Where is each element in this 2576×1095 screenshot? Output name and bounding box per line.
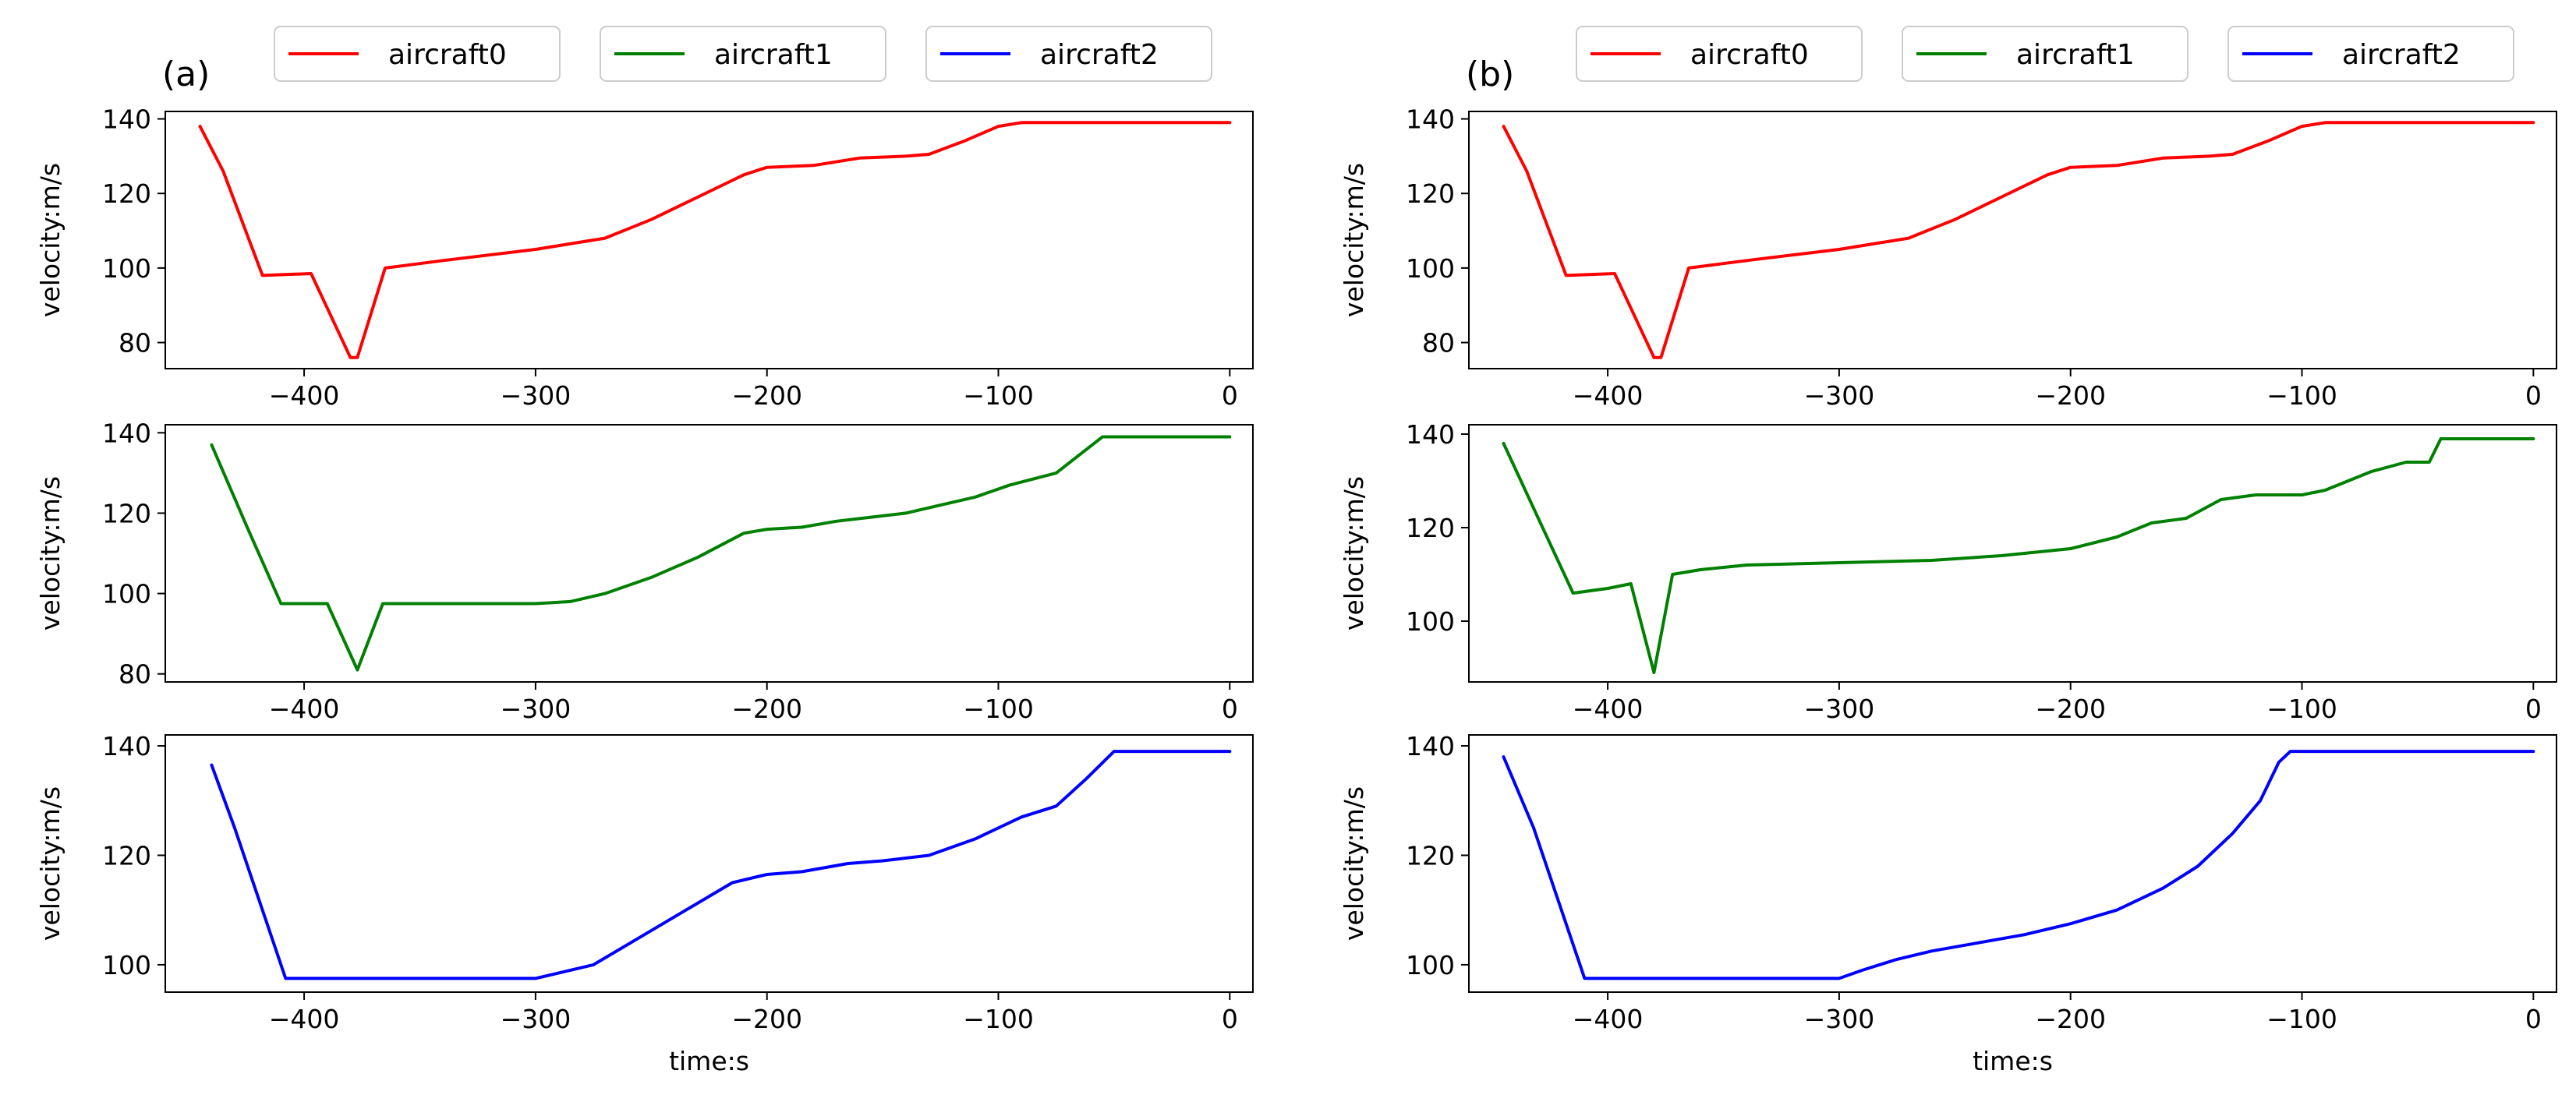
- y-tick-label: 140: [1406, 104, 1455, 135]
- legend-a-label-0: aircraft0: [388, 39, 507, 71]
- legend-b-label-0: aircraft0: [1690, 39, 1809, 71]
- legend-a-label-1: aircraft1: [714, 39, 833, 71]
- y-tick-label: 120: [1406, 840, 1455, 871]
- series-line-aircraft2: [210, 750, 1232, 980]
- x-tick-label: −300: [1804, 380, 1875, 411]
- legend-b: aircraft0 aircraft1 aircraft2: [1576, 26, 2514, 82]
- series-line-aircraft1: [1502, 437, 2535, 674]
- subplot-2: −400 −300 −200 −100 0 80 100 120 140 velocity:m/s: [35, 418, 1254, 724]
- x-tick-label: −400: [1573, 380, 1644, 411]
- axes-frame: [165, 111, 1254, 369]
- axes-frame: [165, 424, 1254, 683]
- axes-frame: [1468, 424, 2557, 683]
- x-tick-label: 0: [1222, 694, 1238, 724]
- y-tick-label: 80: [1422, 328, 1455, 359]
- legend-b-label-2: aircraft2: [2342, 39, 2461, 71]
- x-tick-label: −200: [731, 694, 802, 724]
- x-tick-label: −300: [1804, 694, 1875, 724]
- y-tick-label: 140: [1406, 731, 1455, 761]
- series-line-aircraft1: [210, 435, 1232, 672]
- subplots: −400 −300 −200 −100 0 80 100 120 140 velocity:m/s…: [35, 104, 2557, 1076]
- x-tick-label: −400: [1573, 1004, 1644, 1034]
- x-tick-label: −300: [1804, 1004, 1875, 1034]
- y-tick-label: 120: [1406, 178, 1455, 209]
- x-tick-label: 0: [1222, 380, 1238, 411]
- x-tick-label: −100: [963, 1004, 1034, 1034]
- y-axis-label: velocity:m/s: [1339, 786, 1369, 941]
- x-tick-label: 0: [1222, 1004, 1238, 1034]
- y-axis-label: velocity:m/s: [35, 786, 65, 941]
- x-tick-label: 0: [2525, 380, 2542, 411]
- x-tick-label: −300: [501, 694, 571, 724]
- y-tick-label: 120: [102, 840, 151, 871]
- y-axis-label: velocity:m/s: [1339, 476, 1369, 631]
- y-tick-label: 80: [119, 659, 151, 690]
- x-tick-label: −200: [731, 380, 802, 411]
- legend-a-box-1: [600, 26, 886, 82]
- subplot-4: −400 −300 −200 −100 0 80 100 120 140 velocity:m/s: [1339, 104, 2557, 411]
- x-tick-label: −100: [2266, 694, 2337, 724]
- y-tick-label: 100: [1406, 253, 1455, 284]
- x-tick-label: −100: [963, 694, 1034, 724]
- legend-a-label-2: aircraft2: [1040, 39, 1159, 71]
- x-tick-label: −200: [2035, 1004, 2106, 1034]
- x-tick-label: 0: [2525, 694, 2542, 724]
- y-axis-label: velocity:m/s: [1339, 163, 1369, 317]
- series-line-aircraft0: [1502, 121, 2535, 359]
- y-tick-label: 140: [102, 104, 151, 135]
- x-tick-label: −100: [2266, 1004, 2337, 1034]
- x-tick-label: −400: [1573, 694, 1644, 724]
- series-line-aircraft2: [1502, 750, 2535, 980]
- x-tick-label: −100: [2266, 380, 2337, 411]
- y-tick-label: 140: [1406, 419, 1455, 450]
- x-tick-label: −400: [269, 694, 340, 724]
- legend-a: aircraft0 aircraft1 aircraft2: [274, 26, 1212, 82]
- legend-a-box-2: [925, 26, 1212, 82]
- legend-b-box-0: [1576, 26, 1863, 82]
- y-tick-label: 140: [102, 418, 151, 448]
- x-tick-label: −200: [2035, 694, 2106, 724]
- axes-frame: [1468, 111, 2557, 369]
- subplot-1: −400 −300 −200 −100 0 80 100 120 140 velocity:m/s: [35, 104, 1254, 411]
- subplot-3: −400 −300 −200 −100 0 100 120 140 velocity:m/s ti…: [35, 731, 1254, 1076]
- legend-b-label-1: aircraft1: [2016, 39, 2135, 71]
- y-tick-label: 120: [1406, 513, 1455, 543]
- axes-frame: [1468, 734, 2557, 993]
- y-tick-label: 100: [102, 579, 151, 609]
- subplot-5: −400 −300 −200 −100 0 100 120 140 velocity:m/s: [1339, 419, 2557, 724]
- subplot-6: −400 −300 −200 −100 0 100 120 140 velocity:m/s ti…: [1339, 731, 2557, 1076]
- x-tick-label: 0: [2525, 1004, 2542, 1034]
- x-axis-label: time:s: [1973, 1046, 2053, 1076]
- y-tick-label: 100: [1406, 606, 1455, 637]
- y-tick-label: 140: [102, 731, 151, 761]
- x-tick-label: −400: [269, 1004, 340, 1034]
- x-axis-label: time:s: [669, 1046, 749, 1076]
- x-tick-label: −300: [501, 1004, 571, 1034]
- axes-frame: [165, 734, 1254, 993]
- y-tick-label: 100: [102, 253, 151, 284]
- y-tick-label: 120: [102, 498, 151, 528]
- y-tick-label: 100: [1406, 950, 1455, 980]
- y-tick-label: 100: [102, 950, 151, 980]
- y-axis-label: velocity:m/s: [35, 476, 65, 631]
- panel-label-a: (a): [162, 55, 210, 94]
- x-tick-label: −200: [2035, 380, 2106, 411]
- x-tick-label: −400: [269, 380, 340, 411]
- x-tick-label: −100: [963, 380, 1034, 411]
- x-tick-label: −300: [501, 380, 571, 411]
- x-tick-label: −200: [731, 1004, 802, 1034]
- panel-label-b: (b): [1466, 55, 1514, 94]
- legend-a-box-0: [274, 26, 561, 82]
- y-axis-label: velocity:m/s: [35, 163, 65, 317]
- legend-b-box-2: [2227, 26, 2514, 82]
- y-tick-label: 120: [102, 178, 151, 209]
- y-tick-label: 80: [119, 328, 151, 359]
- series-line-aircraft0: [198, 121, 1232, 359]
- legend-b-box-1: [1902, 26, 2189, 82]
